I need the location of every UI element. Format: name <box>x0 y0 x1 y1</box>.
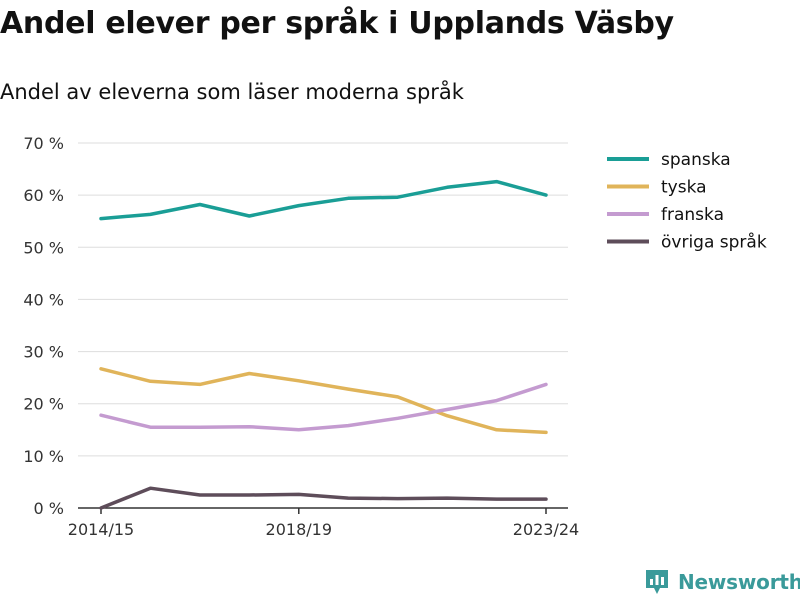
legend-item: tyska <box>607 178 707 198</box>
y-axis-ticks: 0 % 10 % 20 % 30 % 40 % 50 % 60 % 70 % <box>23 134 64 518</box>
series-line-tyska <box>99 367 548 435</box>
series-line-övriga-språk <box>99 486 548 510</box>
brand-name: Newsworthy <box>678 570 800 594</box>
legend-label: franska <box>661 205 724 225</box>
chart-subtitle: Andel av eleverna som läser moderna språ… <box>0 80 464 104</box>
y-tick-label: 10 % <box>23 447 64 466</box>
legend-label: spanska <box>661 150 731 170</box>
y-tick-label: 60 % <box>23 186 64 205</box>
x-tick-label: 2014/15 <box>68 520 134 539</box>
x-axis-ticks: 2014/15 2018/19 2023/24 <box>68 508 579 539</box>
legend: spanska tyska franska övriga språk <box>607 150 767 253</box>
y-tick-label: 0 % <box>34 499 64 518</box>
chart-title: Andel elever per språk i Upplands Väsby <box>0 6 674 41</box>
series-lines <box>99 179 548 510</box>
grid-lines <box>78 142 568 509</box>
y-tick-label: 50 % <box>23 238 64 257</box>
y-tick-label: 20 % <box>23 395 64 414</box>
series-line-spanska <box>99 179 548 221</box>
x-tick-label: 2018/19 <box>266 520 332 539</box>
y-tick-label: 30 % <box>23 343 64 362</box>
bar-chart-logo-icon <box>646 570 668 594</box>
newsworthy-logo: Newsworthy <box>644 568 800 596</box>
x-tick-label: 2023/24 <box>513 520 579 539</box>
legend-label: tyska <box>661 178 707 198</box>
series-line-franska <box>99 382 548 432</box>
legend-label: övriga språk <box>661 232 767 253</box>
legend-item: övriga språk <box>607 232 767 253</box>
legend-item: spanska <box>607 150 731 170</box>
legend-item: franska <box>607 205 724 225</box>
y-tick-label: 40 % <box>23 290 64 309</box>
y-tick-label: 70 % <box>23 134 64 153</box>
